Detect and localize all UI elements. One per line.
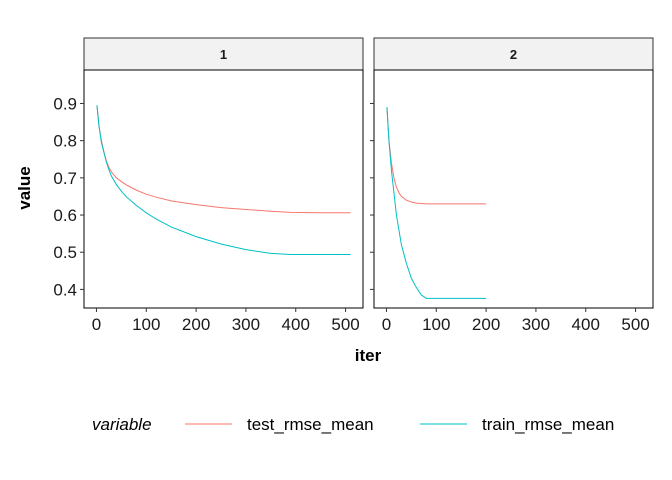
x-tick-label: 500 [331,315,359,334]
facet-strip-label: 1 [220,47,227,62]
series-line-train-rmse-mean [96,105,351,255]
legend-title: variable [92,415,152,434]
x-axis-title: iter [355,346,382,365]
series-line-test-rmse-mean [386,107,487,205]
x-tick-label: 400 [282,315,310,334]
facet-strip-label: 2 [510,47,517,62]
legend-label-train-rmse-mean: train_rmse_mean [482,415,614,434]
facet-panel-1: 1 0 100 200 300 400 500 0.4 0.5 0.6 0.7 0.8 0.9 [53,37,364,334]
x-tick-label: 100 [422,315,450,334]
x-tick-label: 0 [382,315,391,334]
x-tick-label: 100 [132,315,160,334]
y-tick-label: 0.8 [53,132,77,151]
series-line-test-rmse-mean [96,105,351,214]
x-tick-label: 300 [522,315,550,334]
panel-border [373,69,654,309]
legend-label-test-rmse-mean: test_rmse_mean [247,415,374,434]
panel-border [83,69,364,309]
facet-strip [83,37,364,71]
x-tick-label: 200 [182,315,210,334]
x-tick-label: 400 [572,315,600,334]
legend: variable test_rmse_mean train_rmse_mean [92,415,614,434]
y-tick-label: 0.9 [53,94,77,113]
y-tick-label: 0.4 [53,280,77,299]
y-tick-label: 0.7 [53,169,77,188]
series-line-train-rmse-mean [386,107,487,299]
y-tick-label: 0.6 [53,206,77,225]
facet-panel-2: 2 0 100 200 300 400 500 [370,37,654,334]
y-axis-title: value [15,166,34,209]
facet-strip [373,37,654,71]
x-tick-label: 200 [472,315,500,334]
facet-panels: 1 0 100 200 300 400 500 0.4 0.5 0.6 0.7 0.8 0.9 2 0 100… [53,37,654,334]
y-tick-label: 0.5 [53,243,77,262]
x-tick-label: 0 [92,315,101,334]
x-tick-label: 300 [232,315,260,334]
x-tick-label: 500 [621,315,649,334]
